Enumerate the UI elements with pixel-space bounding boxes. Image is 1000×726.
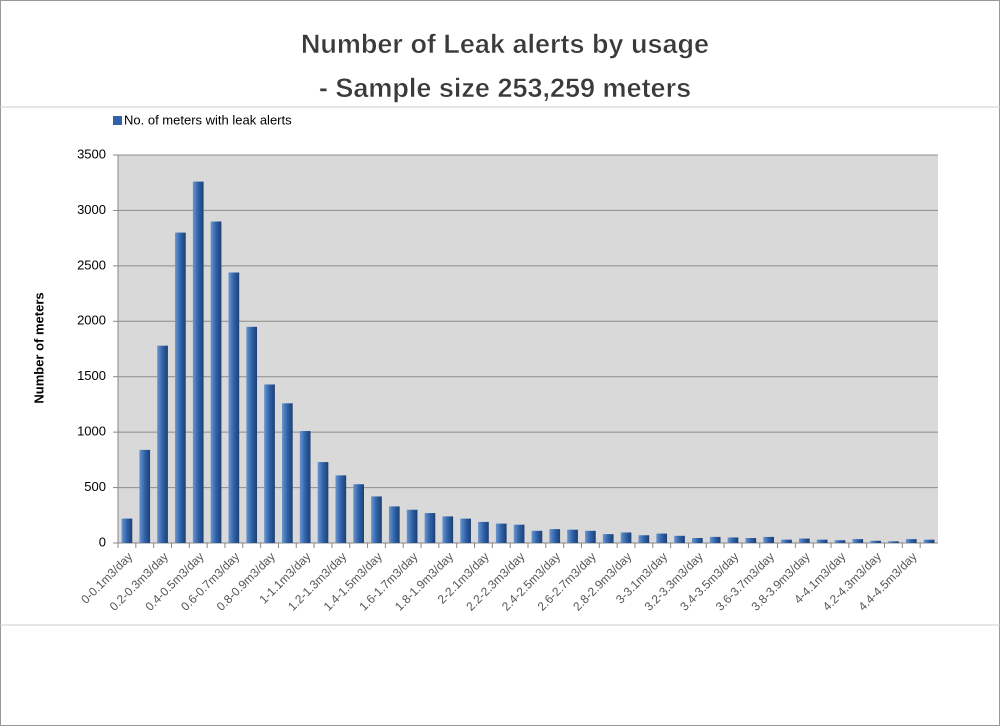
bar xyxy=(317,462,329,543)
bar xyxy=(870,540,881,543)
legend-swatch xyxy=(113,116,122,125)
y-tick-label: 1500 xyxy=(77,368,106,383)
y-tick-label: 3000 xyxy=(77,202,106,217)
bar xyxy=(620,532,632,543)
bar xyxy=(549,529,561,543)
bar xyxy=(834,540,846,543)
bar xyxy=(228,272,240,543)
bar xyxy=(388,506,400,543)
bar xyxy=(513,524,525,543)
bar xyxy=(406,509,418,543)
bar xyxy=(121,518,133,543)
bar xyxy=(674,535,685,543)
bar xyxy=(478,521,489,543)
y-tick-label: 2500 xyxy=(77,257,106,272)
bar xyxy=(656,533,668,543)
bar xyxy=(175,232,186,543)
bar xyxy=(139,449,151,543)
bar xyxy=(353,484,364,543)
bar xyxy=(923,539,935,543)
bar xyxy=(264,384,275,543)
bar xyxy=(299,431,311,543)
bar xyxy=(727,537,739,543)
bar xyxy=(442,516,454,543)
bar xyxy=(692,538,703,543)
bar xyxy=(852,539,864,543)
bar xyxy=(210,221,222,543)
bar xyxy=(585,530,596,543)
bar xyxy=(246,326,258,543)
chart-title: Number of Leak alerts by usage xyxy=(301,29,709,59)
y-axis-label: Number of meters xyxy=(31,292,46,403)
bar xyxy=(282,403,293,543)
y-tick-label: 500 xyxy=(84,479,106,494)
bar xyxy=(781,539,792,543)
bar xyxy=(602,534,614,543)
bar xyxy=(798,538,810,543)
bar xyxy=(905,539,917,543)
plot-area xyxy=(118,155,938,543)
bar xyxy=(157,345,168,543)
bar xyxy=(816,539,828,543)
y-tick-label: 0 xyxy=(99,534,106,549)
y-tick-label: 1000 xyxy=(77,424,106,439)
bar xyxy=(888,541,899,543)
bar xyxy=(531,530,543,543)
bar xyxy=(192,181,204,543)
bar xyxy=(371,496,382,543)
bar xyxy=(567,529,578,543)
bar xyxy=(424,513,436,543)
bar xyxy=(460,518,471,543)
bar xyxy=(335,475,347,543)
chart-subtitle: - Sample size 253,259 meters xyxy=(319,73,691,103)
y-tick-label: 3500 xyxy=(77,146,106,161)
bar xyxy=(638,535,650,543)
y-tick-label: 2000 xyxy=(77,313,106,328)
bar xyxy=(495,523,507,543)
bar xyxy=(709,536,721,543)
legend-label: No. of meters with leak alerts xyxy=(124,112,292,127)
bar xyxy=(763,536,774,543)
bar xyxy=(745,538,757,543)
